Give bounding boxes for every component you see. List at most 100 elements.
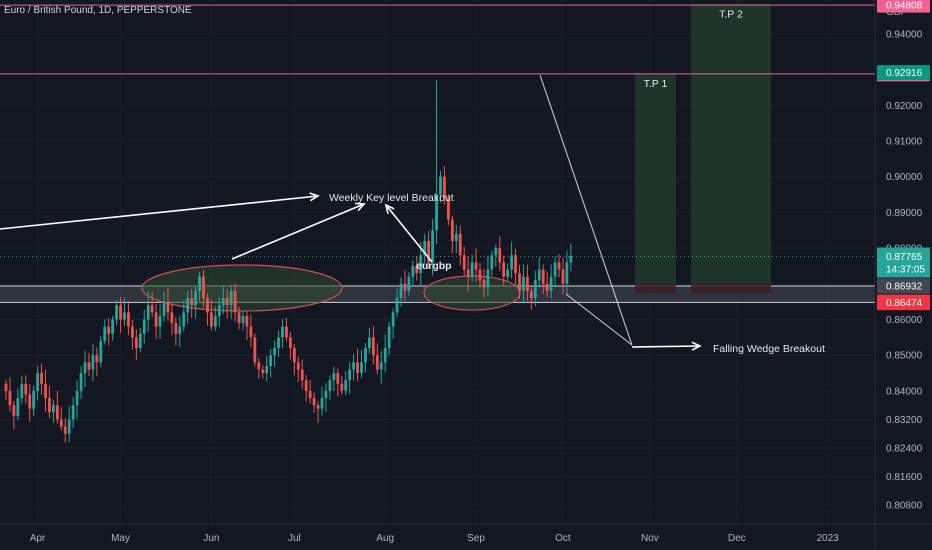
candle-body [561, 269, 565, 284]
candle-body [273, 348, 276, 356]
candle-body [368, 337, 371, 349]
candle-body [8, 390, 12, 406]
candle-body [221, 298, 225, 306]
candle-body [348, 369, 352, 381]
candle-body [269, 355, 273, 366]
candle-body [391, 312, 395, 327]
candle-body [174, 323, 178, 334]
candle-body [162, 301, 166, 316]
candle-body [12, 405, 16, 416]
candle-body [569, 256, 573, 263]
candle-body [52, 405, 55, 413]
candle-body [166, 301, 170, 313]
candle-body [470, 262, 474, 277]
arrow-weekly-2-head [354, 202, 366, 212]
time-axis[interactable]: Apr May Jun Jul Aug Sep Oct Nov Dec 2023 [0, 523, 932, 544]
candle-body [265, 365, 269, 374]
candle-body [75, 390, 79, 406]
candle-body [399, 283, 403, 299]
candle-body [296, 362, 300, 370]
candle-body [565, 262, 569, 284]
candle-body [138, 333, 142, 349]
price-badge-text: 0.86932 [886, 282, 923, 293]
candle-body [383, 348, 387, 363]
candle-body [257, 362, 261, 370]
candle-body [146, 305, 150, 320]
candle-body [150, 305, 154, 313]
price-tick-label: 0.82400 [886, 444, 923, 455]
price-tick-label: 0.81600 [886, 472, 923, 483]
candle-body [4, 383, 8, 391]
tp-zone-label: T.P 1 [644, 78, 668, 90]
candle-body [557, 262, 561, 270]
candle-body [48, 398, 51, 413]
candle-body [494, 248, 498, 256]
candle-body [186, 298, 190, 313]
arrow-weekly-1-head [309, 192, 320, 202]
candle-body [134, 337, 138, 349]
candle-body [103, 326, 107, 341]
candle-body [316, 405, 320, 409]
candle-body [154, 312, 158, 327]
candle-body [336, 373, 340, 384]
candle-body [20, 383, 24, 399]
candle-body [312, 398, 316, 406]
candle-body [375, 355, 379, 370]
candle-body [533, 280, 537, 299]
price-tick-label: 0.83200 [886, 415, 923, 426]
time-tick-label: Aug [376, 533, 394, 544]
candle-body [411, 265, 415, 277]
candle-body [553, 262, 557, 277]
candle-body [71, 405, 75, 420]
price-tick-label: 0.94000 [886, 29, 923, 40]
chart-title: Euro / British Pound, 1D, PEPPERSTONE [4, 5, 192, 16]
candle-body [277, 337, 280, 349]
candle-body [304, 380, 308, 391]
candle-body [123, 312, 126, 320]
candle-body [529, 290, 533, 299]
candle-body [83, 362, 87, 374]
candle-body [142, 319, 146, 334]
candle-body [225, 298, 229, 306]
candle-body [545, 283, 549, 291]
candle-body [415, 265, 419, 274]
candle-body [387, 326, 391, 349]
candle-body [55, 405, 59, 420]
candle-body [474, 262, 478, 270]
candle-body [190, 298, 194, 306]
candle-body [462, 255, 466, 270]
candle-body [482, 280, 486, 288]
candle-body [364, 348, 367, 363]
candle-body [67, 419, 71, 434]
candlestick-series [4, 80, 573, 443]
trend-drawings [0, 74, 702, 351]
candle-body [498, 248, 502, 263]
candle-body [32, 390, 36, 409]
candle-body [127, 312, 130, 327]
price-tick-label: 0.89000 [886, 208, 923, 219]
tp-zone-label: T.P 2 [719, 9, 743, 21]
candle-body [458, 233, 462, 256]
falling-wedge-label: Falling Wedge Breakout [713, 343, 825, 355]
arrow-weekly-3 [385, 204, 433, 263]
candle-body [281, 326, 284, 338]
arrow-weekly-2 [231, 203, 365, 260]
candle-body [549, 276, 553, 291]
candle-body [229, 290, 233, 306]
countdown-text: 14:37:05 [886, 265, 925, 276]
sl-zone-2 [691, 283, 771, 294]
arrow-weekly-3-head [384, 203, 395, 214]
candle-body [202, 276, 205, 299]
candle-body [95, 355, 99, 363]
price-tick-label: 0.86000 [886, 315, 923, 326]
price-tick-label: 0.90000 [886, 172, 923, 183]
candle-body [44, 383, 47, 399]
candle-body [490, 255, 494, 270]
candle-body [210, 312, 213, 327]
key-level-lines [0, 4, 875, 258]
price-tick-label: 0.80800 [886, 501, 923, 512]
candle-body [450, 219, 454, 241]
time-tick-label: Apr [30, 533, 46, 544]
candle-body [541, 269, 545, 284]
